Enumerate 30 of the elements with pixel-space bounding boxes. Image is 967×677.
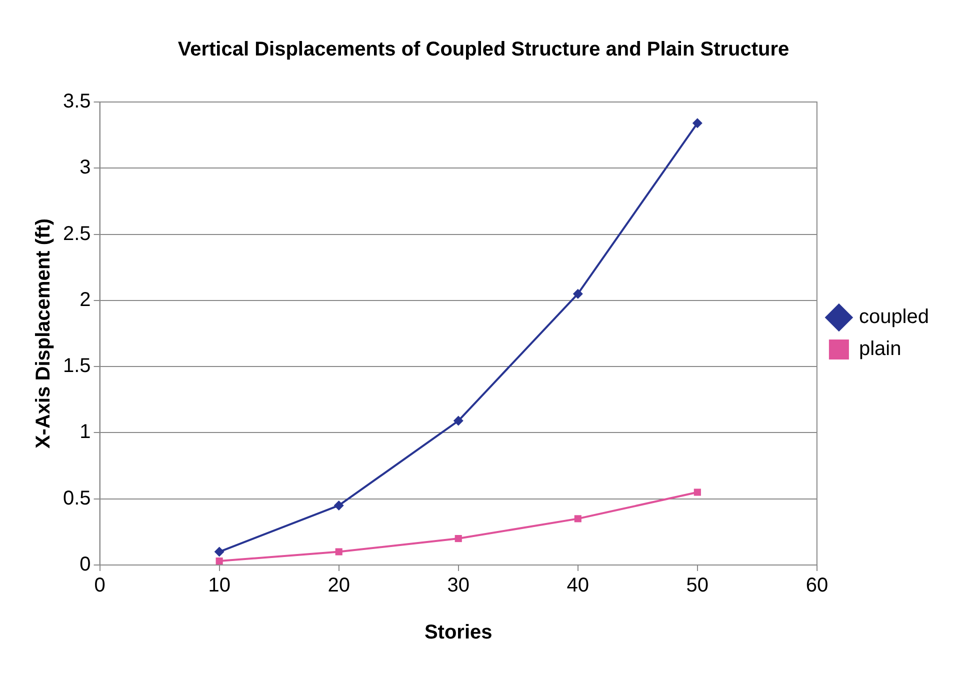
point [216, 557, 223, 565]
point [334, 500, 344, 510]
point [692, 118, 702, 128]
point [694, 488, 701, 496]
x-tick-label: 10 [208, 574, 230, 597]
x-tick-label: 50 [686, 574, 709, 597]
point [574, 515, 582, 522]
x-tick-label: 60 [806, 574, 828, 597]
x-tick-label: 30 [447, 574, 470, 597]
point [214, 546, 224, 557]
legend-label: plain [858, 338, 902, 360]
x-tick-label: 20 [328, 574, 350, 597]
point [453, 416, 464, 426]
y-tick-label: 2.5 [62, 222, 91, 245]
y-tick-label: 0.5 [62, 487, 91, 510]
point [572, 288, 583, 299]
y-tick-label: 1.5 [62, 355, 91, 378]
x-tick-label: 0 [94, 574, 106, 597]
legend-label: coupled [858, 306, 930, 328]
y-tick-label: 1 [80, 421, 91, 444]
y-tick-label: 3.5 [62, 90, 91, 113]
point [454, 535, 462, 542]
y-axis-title: X-Axis Displacement (ft) [32, 218, 55, 449]
chart-title: Vertical Displacements of Coupled Structure and Plain Structure [178, 38, 790, 61]
point [335, 548, 342, 556]
x-axis-title: Stories [424, 622, 492, 644]
x-tick-label: 40 [566, 574, 590, 597]
y-tick-label: 0 [80, 554, 91, 576]
y-tick-label: 2 [80, 288, 91, 311]
y-tick-label: 3 [80, 156, 91, 179]
